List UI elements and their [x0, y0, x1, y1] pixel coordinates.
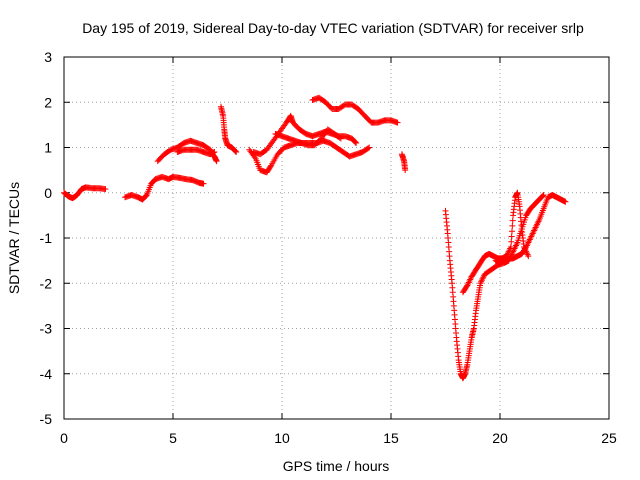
- data-point: [200, 180, 207, 187]
- data-point: [232, 148, 239, 155]
- y-tick-label: -1: [40, 230, 53, 246]
- x-tick-label: 10: [274, 430, 290, 446]
- data-point: [508, 228, 515, 235]
- data-point: [337, 135, 344, 142]
- data-point: [102, 186, 109, 193]
- data-point: [508, 233, 515, 240]
- data-point: [352, 139, 359, 146]
- y-tick-label: 3: [44, 49, 52, 65]
- data-points: [61, 94, 569, 382]
- data-point: [562, 198, 569, 205]
- data-point: [509, 217, 516, 224]
- data-point: [539, 192, 546, 199]
- x-tick-label: 25: [601, 430, 617, 446]
- data-point: [336, 134, 343, 141]
- chart-title: Day 195 of 2019, Sidereal Day-to-day VTE…: [82, 20, 584, 36]
- x-tick-label: 15: [383, 430, 399, 446]
- y-tick-label: -5: [40, 411, 53, 427]
- y-tick-label: -3: [40, 321, 53, 337]
- x-axis-label: GPS time / hours: [283, 458, 390, 474]
- data-point: [508, 238, 515, 245]
- y-tick-label: 0: [44, 185, 52, 201]
- y-tick-label: 1: [44, 140, 52, 156]
- y-tick-label: -4: [40, 366, 53, 382]
- data-point: [525, 253, 532, 260]
- data-point: [365, 145, 372, 152]
- data-point: [522, 245, 529, 252]
- data-point: [366, 144, 373, 151]
- data-point: [213, 158, 220, 165]
- data-point: [402, 167, 409, 174]
- data-point: [211, 149, 218, 156]
- x-tick-label: 20: [492, 430, 508, 446]
- y-axis-label: SDTVAR / TECUs: [6, 182, 22, 294]
- data-point: [143, 192, 150, 199]
- data-point: [353, 139, 360, 146]
- x-tick-label: 5: [169, 430, 177, 446]
- y-tick-label: 2: [44, 94, 52, 110]
- data-point: [507, 244, 514, 251]
- data-point: [463, 283, 470, 290]
- data-point: [540, 192, 547, 199]
- data-point: [233, 149, 240, 156]
- data-point: [509, 222, 516, 229]
- y-tick-label: -2: [40, 275, 53, 291]
- x-tick-label: 0: [60, 430, 68, 446]
- data-point: [394, 119, 401, 126]
- data-point: [267, 163, 274, 170]
